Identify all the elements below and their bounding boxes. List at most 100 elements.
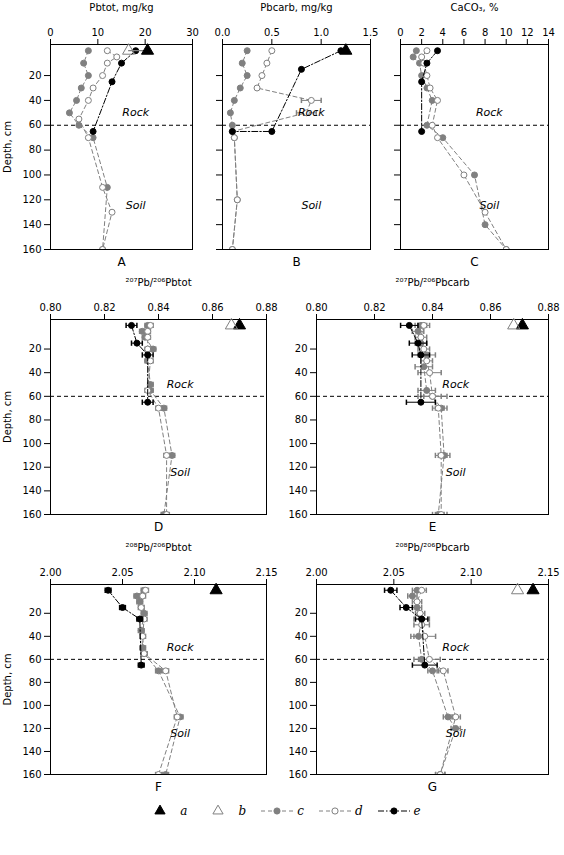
svg-text:0.86: 0.86	[201, 302, 223, 313]
svg-text:100: 100	[22, 169, 41, 180]
svg-text:120: 120	[288, 461, 307, 472]
svg-text:60: 60	[29, 654, 42, 665]
svg-text:2.10: 2.10	[460, 567, 482, 578]
svg-text:20: 20	[295, 343, 308, 354]
svg-text:B: B	[292, 255, 300, 269]
svg-text:20: 20	[139, 27, 152, 38]
svg-text:40: 40	[295, 631, 308, 642]
svg-text:1.5: 1.5	[363, 27, 379, 38]
svg-text:0.88: 0.88	[255, 302, 277, 313]
svg-text:E: E	[429, 520, 437, 534]
svg-text:0.84: 0.84	[421, 302, 443, 313]
svg-text:140: 140	[288, 485, 307, 496]
svg-text:0.84: 0.84	[147, 302, 169, 313]
svg-text:Soil: Soil	[301, 199, 321, 212]
svg-text:60: 60	[29, 119, 42, 130]
svg-text:2.00: 2.00	[39, 567, 61, 578]
svg-text:0: 0	[397, 27, 403, 38]
svg-text:Rock: Rock	[476, 106, 503, 119]
svg-text:²⁰⁷Pb/²⁰⁶Pbcarb: ²⁰⁷Pb/²⁰⁶Pbcarb	[395, 277, 469, 288]
svg-text:Rock: Rock	[442, 378, 469, 391]
svg-text:0: 0	[47, 27, 53, 38]
svg-text:D: D	[154, 520, 163, 534]
svg-text:1.0: 1.0	[313, 27, 329, 38]
svg-text:Rock: Rock	[298, 106, 325, 119]
svg-text:0.86: 0.86	[479, 302, 501, 313]
svg-text:100: 100	[288, 438, 307, 449]
svg-text:80: 80	[29, 677, 42, 688]
svg-text:Depth, cm: Depth, cm	[2, 653, 13, 705]
svg-text:80: 80	[295, 677, 308, 688]
svg-text:²⁰⁸Pb/²⁰⁶Pbtot: ²⁰⁸Pb/²⁰⁶Pbtot	[125, 542, 191, 553]
svg-text:Pbcarb, mg/kg: Pbcarb, mg/kg	[260, 2, 332, 13]
svg-text:0.0: 0.0	[215, 27, 231, 38]
svg-text:6: 6	[461, 27, 467, 38]
svg-text:²⁰⁸Pb/²⁰⁶Pbcarb: ²⁰⁸Pb/²⁰⁶Pbcarb	[395, 542, 469, 553]
svg-text:Rock: Rock	[167, 378, 194, 391]
svg-text:0.82: 0.82	[363, 302, 385, 313]
svg-text:100: 100	[22, 700, 41, 711]
svg-text:Soil: Soil	[170, 727, 190, 740]
svg-text:20: 20	[29, 607, 42, 618]
svg-text:4: 4	[440, 27, 446, 38]
svg-text:0.5: 0.5	[264, 27, 280, 38]
svg-text:100: 100	[288, 700, 307, 711]
svg-text:C: C	[470, 255, 478, 269]
svg-text:0.80: 0.80	[305, 302, 327, 313]
svg-text:2: 2	[418, 27, 424, 38]
svg-text:2.00: 2.00	[305, 567, 327, 578]
svg-text:120: 120	[22, 723, 41, 734]
svg-text:140: 140	[22, 746, 41, 757]
svg-text:120: 120	[22, 194, 41, 205]
svg-text:F: F	[155, 780, 162, 794]
svg-text:160: 160	[22, 244, 41, 255]
svg-text:40: 40	[29, 95, 42, 106]
svg-text:2.05: 2.05	[383, 567, 405, 578]
svg-text:60: 60	[29, 391, 42, 402]
svg-text:140: 140	[288, 746, 307, 757]
svg-text:Rock: Rock	[442, 641, 469, 654]
svg-text:8: 8	[482, 27, 488, 38]
svg-text:20: 20	[29, 343, 42, 354]
svg-text:Depth, cm: Depth, cm	[2, 391, 13, 443]
svg-text:40: 40	[295, 367, 308, 378]
svg-text:40: 40	[29, 367, 42, 378]
svg-text:80: 80	[29, 414, 42, 425]
svg-text:A: A	[117, 255, 126, 269]
svg-text:10: 10	[500, 27, 513, 38]
svg-text:²⁰⁷Pb/²⁰⁶Pbtot: ²⁰⁷Pb/²⁰⁶Pbtot	[125, 277, 191, 288]
svg-text:Soil: Soil	[170, 466, 190, 479]
svg-text:Soil: Soil	[479, 199, 499, 212]
svg-text:160: 160	[288, 509, 307, 520]
svg-text:CaCO₃, %: CaCO₃, %	[451, 2, 499, 13]
svg-text:160: 160	[22, 769, 41, 780]
svg-text:2.15: 2.15	[255, 567, 277, 578]
svg-text:Soil: Soil	[126, 199, 146, 212]
svg-text:120: 120	[22, 461, 41, 472]
svg-text:60: 60	[295, 654, 308, 665]
svg-text:100: 100	[22, 438, 41, 449]
svg-text:0.88: 0.88	[537, 302, 559, 313]
svg-text:14: 14	[542, 27, 555, 38]
svg-text:12: 12	[521, 27, 534, 38]
svg-text:140: 140	[22, 219, 41, 230]
svg-text:40: 40	[29, 631, 42, 642]
svg-text:2.10: 2.10	[183, 567, 205, 578]
svg-text:0.82: 0.82	[93, 302, 115, 313]
svg-text:120: 120	[288, 723, 307, 734]
svg-text:Soil: Soil	[446, 466, 466, 479]
svg-text:80: 80	[295, 414, 308, 425]
svg-text:0.80: 0.80	[39, 302, 61, 313]
svg-text:Soil: Soil	[446, 727, 466, 740]
svg-text:80: 80	[29, 144, 42, 155]
svg-text:140: 140	[22, 485, 41, 496]
svg-text:30: 30	[186, 27, 199, 38]
svg-text:160: 160	[288, 769, 307, 780]
svg-text:20: 20	[295, 607, 308, 618]
svg-text:2.15: 2.15	[537, 567, 559, 578]
svg-text:Rock: Rock	[167, 641, 194, 654]
svg-text:2.05: 2.05	[111, 567, 133, 578]
svg-text:Pbtot, mg/kg: Pbtot, mg/kg	[89, 2, 153, 13]
svg-text:160: 160	[22, 509, 41, 520]
svg-text:G: G	[428, 780, 437, 794]
